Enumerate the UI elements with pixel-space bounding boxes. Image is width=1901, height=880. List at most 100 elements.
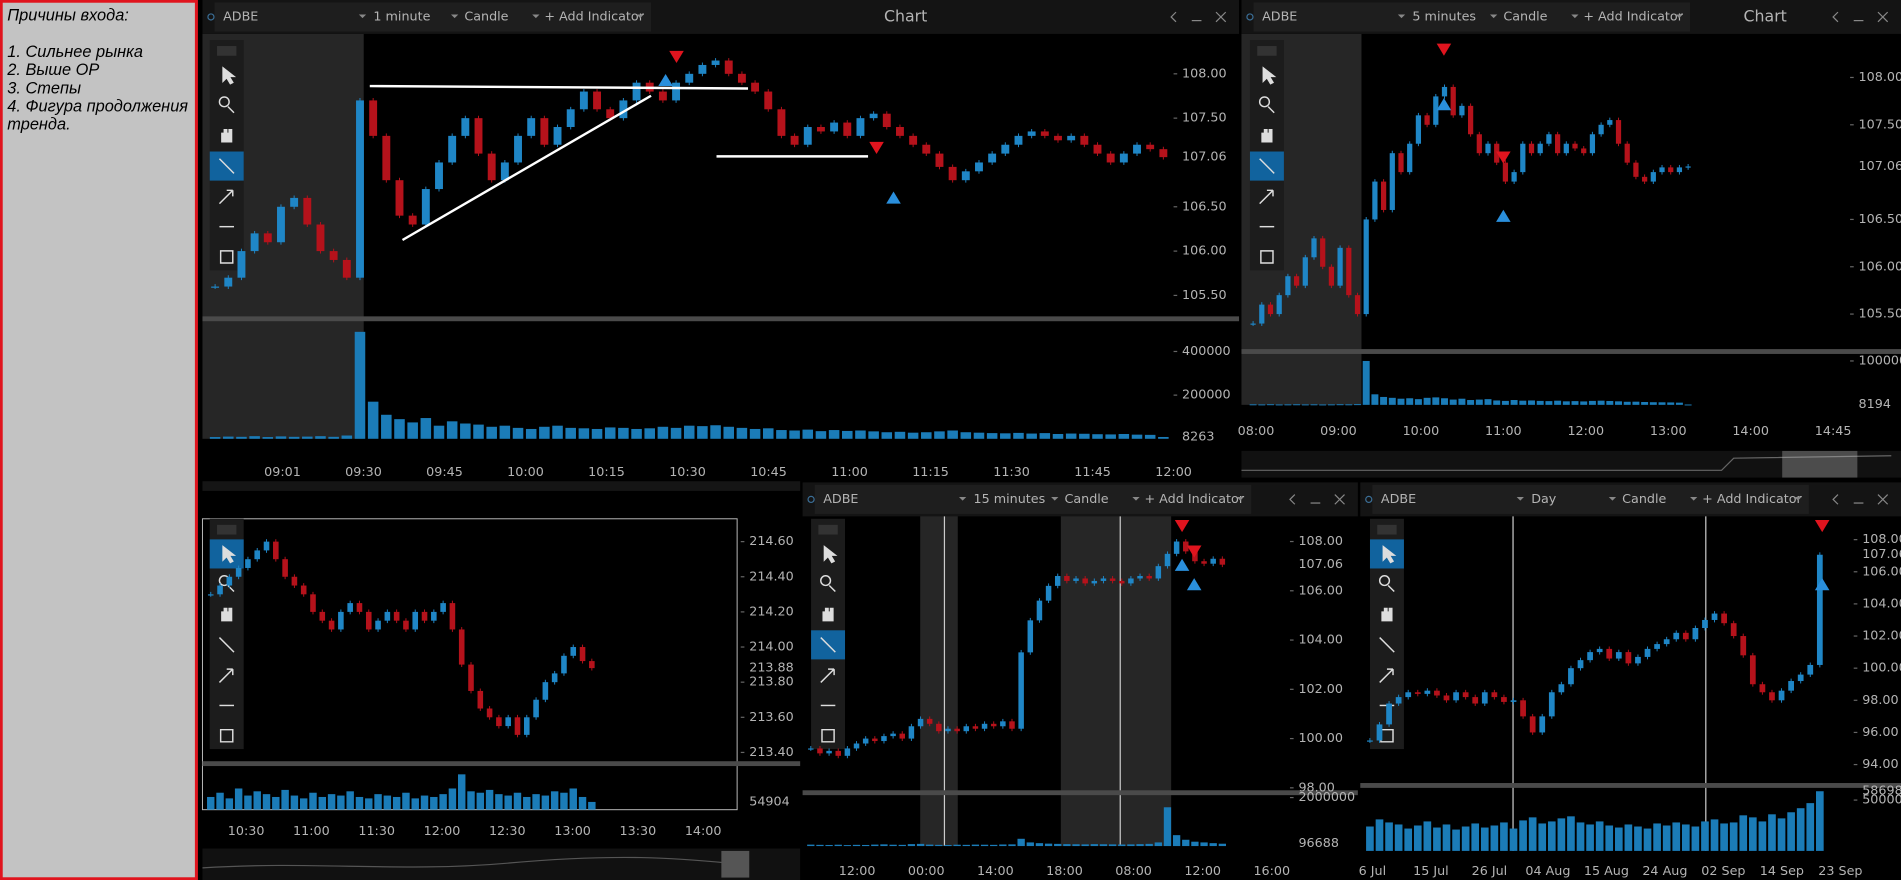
- candle: [826, 750, 832, 754]
- candle: [1009, 721, 1015, 729]
- tool-icon[interactable]: [821, 728, 835, 743]
- header-style[interactable]: Candle: [1622, 491, 1666, 506]
- tool-icon[interactable]: [820, 575, 836, 593]
- candle: [448, 135, 457, 163]
- tool-icon[interactable]: [1260, 250, 1274, 264]
- header-style[interactable]: Candle: [1503, 8, 1547, 23]
- tool-icon[interactable]: [820, 668, 835, 683]
- volume-bar: [657, 426, 669, 439]
- volume-bar: [1406, 398, 1414, 405]
- candle: [862, 738, 869, 744]
- last-volume: 54904: [749, 793, 789, 808]
- x-tick-label: 10:00: [507, 464, 544, 479]
- window-back[interactable]: [1832, 11, 1839, 23]
- note-item: 2. Выше ОР: [7, 60, 100, 79]
- volume-bar: [253, 791, 261, 810]
- candle: [1721, 613, 1727, 624]
- volume-bar: [1580, 401, 1588, 405]
- y-tick-label: 100.00: [1298, 730, 1343, 745]
- volume-bar: [1554, 400, 1562, 405]
- volume-bar: [433, 425, 445, 439]
- volume-bar: [944, 844, 952, 847]
- tool-icon[interactable]: [1261, 128, 1273, 143]
- volume-bar: [1127, 844, 1135, 847]
- tool-icon[interactable]: [218, 668, 234, 683]
- volume-bar: [1701, 821, 1709, 851]
- volume-bar: [894, 431, 906, 439]
- tool-icon[interactable]: [218, 158, 235, 174]
- tool-icon[interactable]: [218, 637, 235, 653]
- header-add-indicator[interactable]: + Add Indicator: [1702, 491, 1802, 506]
- tool-icon[interactable]: [222, 545, 237, 564]
- candle: [1441, 86, 1448, 97]
- candle: [226, 576, 233, 586]
- tool-icon[interactable]: [1258, 96, 1275, 114]
- volume-bar: [1452, 829, 1460, 851]
- tool-icon[interactable]: [823, 545, 838, 564]
- tool-icon[interactable]: [222, 66, 237, 85]
- volume-bar: [1634, 826, 1642, 851]
- volume-bar: [1606, 400, 1614, 405]
- tool-icon[interactable]: [1381, 607, 1393, 622]
- volume-bar: [281, 789, 289, 810]
- header-style[interactable]: Candle: [464, 8, 508, 23]
- header-add-indicator[interactable]: + Add Indicator: [1583, 8, 1683, 23]
- volume-bar: [1275, 404, 1283, 406]
- tool-icon[interactable]: [218, 189, 234, 205]
- volume-bar: [1528, 400, 1535, 405]
- candle: [458, 629, 465, 665]
- header-interval[interactable]: 5 minutes: [1412, 8, 1476, 23]
- header-symbol[interactable]: ADBE: [823, 491, 858, 506]
- window-back[interactable]: [1289, 494, 1296, 505]
- header-symbol[interactable]: ADBE: [223, 8, 258, 23]
- tool-icon[interactable]: [221, 128, 233, 143]
- header-symbol[interactable]: ADBE: [1381, 491, 1416, 506]
- tool-icon[interactable]: [1259, 158, 1275, 174]
- candle: [277, 206, 285, 243]
- candle: [685, 73, 694, 83]
- header-add-indicator[interactable]: + Add Indicator: [1144, 491, 1244, 506]
- tool-icon[interactable]: [1259, 189, 1274, 205]
- navigator-thumb[interactable]: [1782, 450, 1858, 478]
- tool-icon[interactable]: [1379, 668, 1394, 683]
- window-close[interactable]: [1877, 11, 1889, 23]
- header-interval[interactable]: Day: [1531, 491, 1557, 506]
- candle: [872, 738, 878, 742]
- header-interval[interactable]: 15 minutes: [974, 491, 1046, 506]
- window-close[interactable]: [1215, 11, 1227, 23]
- candle: [1749, 655, 1756, 685]
- tool-icon[interactable]: [820, 637, 836, 653]
- volume-bar: [1218, 843, 1227, 847]
- candle: [1568, 668, 1574, 685]
- tool-icon[interactable]: [221, 607, 233, 622]
- tool-icon[interactable]: [1382, 545, 1397, 564]
- volume-bar: [1008, 844, 1016, 847]
- tool-icon[interactable]: [219, 728, 234, 743]
- header-interval[interactable]: 1 minute: [373, 8, 430, 23]
- tool-icon[interactable]: [219, 250, 234, 264]
- candle: [1730, 623, 1737, 637]
- candle: [393, 611, 400, 621]
- tool-icon[interactable]: [1262, 66, 1277, 85]
- candle: [303, 197, 312, 225]
- window-close[interactable]: [1334, 494, 1345, 505]
- window-close[interactable]: [1877, 494, 1889, 505]
- volume-bar: [1375, 819, 1384, 851]
- tool-icon[interactable]: [1379, 637, 1395, 653]
- navigator-thumb[interactable]: [721, 850, 750, 878]
- window-back[interactable]: [1832, 494, 1839, 505]
- header-symbol[interactable]: ADBE: [1262, 8, 1297, 23]
- window-back[interactable]: [1170, 11, 1177, 23]
- tool-icon[interactable]: [218, 96, 235, 114]
- candle: [1389, 153, 1395, 210]
- candle: [1219, 558, 1226, 565]
- tool-icon[interactable]: [1378, 575, 1395, 593]
- header-add-indicator[interactable]: + Add Indicator: [544, 8, 644, 23]
- candle: [1615, 120, 1622, 144]
- x-tick-label: 26 Jul: [1472, 863, 1508, 878]
- volume-bar: [898, 844, 906, 847]
- header-style[interactable]: Candle: [1064, 491, 1108, 506]
- tool-icon[interactable]: [822, 607, 834, 622]
- volume-bar: [552, 425, 563, 439]
- candle: [486, 708, 493, 718]
